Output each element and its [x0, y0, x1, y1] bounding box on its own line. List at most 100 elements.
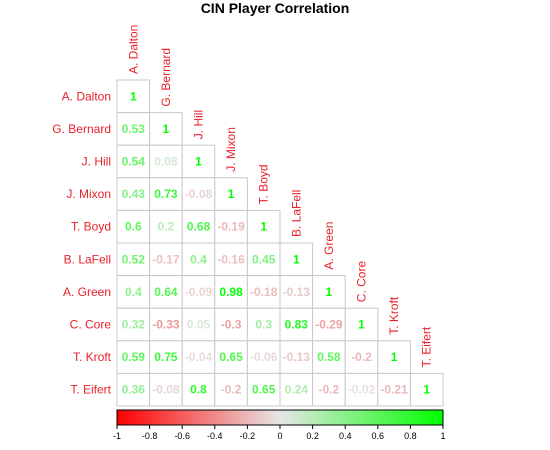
value-t-eifert-t-boyd: 0.65	[252, 383, 276, 397]
colorbar-tick-label: -1	[113, 431, 121, 441]
cell-b-lafell-t-boyd	[246, 242, 281, 277]
value-t-eifert-g-bernard: -0.08	[152, 383, 180, 397]
colorbar-tick-label: 1	[440, 431, 445, 441]
value-t-eifert-j-hill: 0.8	[190, 383, 207, 397]
value-j-hill-a-dalton: 0.54	[122, 155, 146, 169]
col-label-a-dalton: A. Dalton	[126, 25, 140, 74]
cell-a-green-a-dalton	[116, 275, 151, 309]
cell-b-lafell-g-bernard	[149, 242, 183, 277]
value-t-eifert-j-mixon: -0.2	[221, 383, 242, 397]
value-t-boyd-a-dalton: 0.6	[125, 220, 142, 234]
row-label-t-eifert: T. Eifert	[70, 383, 111, 397]
value-a-green-a-dalton: 0.4	[125, 285, 142, 299]
col-label-b-lafell: B. LaFell	[289, 190, 303, 237]
value-b-lafell-g-bernard: -0.17	[152, 252, 180, 266]
value-t-boyd-j-mixon: -0.19	[217, 220, 245, 234]
row-label-g-bernard: G. Bernard	[52, 122, 111, 136]
value-a-green-b-lafell: -0.13	[283, 285, 311, 299]
value-j-mixon-j-mixon: 1	[228, 187, 235, 201]
cell-c-core-a-dalton	[116, 307, 151, 342]
value-b-lafell-j-mixon: -0.16	[217, 252, 245, 266]
cell-j-mixon-g-bernard	[149, 177, 183, 211]
value-b-lafell-a-dalton: 0.52	[122, 252, 146, 266]
value-t-kroft-j-hill: -0.04	[185, 350, 213, 364]
value-j-hill-j-hill: 1	[195, 155, 202, 169]
cell-t-eifert-j-hill	[181, 372, 216, 407]
cell-t-kroft-t-kroft	[377, 340, 411, 374]
colorbar: -1 -0.8 -0.6 -0.4 -0.2 0 0.2 0.4 0.6 0.8 1	[113, 409, 446, 441]
cell-t-eifert-t-boyd	[246, 372, 281, 407]
colorbar-tick-label: 0.8	[404, 431, 417, 441]
value-c-core-t-boyd: 0.3	[255, 318, 272, 332]
col-label-j-hill: J. Hill	[192, 110, 206, 139]
col-label-c-core: C. Core	[355, 261, 369, 303]
cell-t-boyd-j-mixon	[214, 209, 248, 244]
row-label-a-green: A. Green	[63, 285, 111, 299]
value-j-mixon-g-bernard: 0.73	[154, 187, 178, 201]
value-t-boyd-g-bernard: 0.2	[158, 220, 175, 234]
value-t-eifert-a-green: -0.2	[319, 383, 340, 397]
cell-t-eifert-t-kroft	[377, 372, 411, 407]
row-label-t-kroft: T. Kroft	[73, 350, 112, 364]
value-a-green-g-bernard: 0.64	[154, 285, 178, 299]
value-t-kroft-t-kroft: 1	[391, 350, 398, 364]
cell-t-kroft-b-lafell	[279, 340, 314, 374]
row-label-c-core: C. Core	[70, 318, 112, 332]
cell-t-eifert-c-core	[344, 372, 379, 407]
value-t-eifert-t-kroft: -0.21	[380, 383, 408, 397]
value-a-green-t-boyd: -0.18	[250, 285, 278, 299]
col-label-g-bernard: G. Bernard	[159, 48, 173, 107]
cell-c-core-j-hill	[181, 307, 216, 342]
cell-t-boyd-g-bernard	[149, 209, 183, 244]
value-b-lafell-j-hill: 0.4	[190, 252, 207, 266]
value-t-eifert-b-lafell: 0.24	[285, 383, 309, 397]
value-j-mixon-j-hill: -0.08	[185, 187, 213, 201]
cell-b-lafell-j-mixon	[214, 242, 248, 277]
col-label-t-eifert: T. Eifert	[420, 326, 434, 367]
colorbar-tick-label: -0.6	[174, 431, 190, 441]
cell-t-eifert-t-eifert	[409, 372, 444, 407]
value-g-bernard-g-bernard: 1	[163, 122, 170, 136]
value-j-mixon-a-dalton: 0.43	[122, 187, 146, 201]
colorbar-tick-label: 0.6	[372, 431, 385, 441]
value-g-bernard-a-dalton: 0.53	[122, 122, 146, 136]
value-t-kroft-a-dalton: 0.59	[122, 350, 146, 364]
value-a-green-a-green: 1	[326, 285, 333, 299]
cell-c-core-c-core	[344, 307, 379, 342]
colorbar-tick-label: -0.4	[207, 431, 223, 441]
column-labels: A. Dalton G. Bernard J. Hill J. Mixon T. Boy…	[126, 25, 433, 368]
value-t-eifert-a-dalton: 0.36	[122, 383, 146, 397]
value-b-lafell-b-lafell: 1	[293, 252, 300, 266]
value-t-kroft-t-boyd: -0.06	[250, 350, 278, 364]
value-c-core-b-lafell: 0.83	[285, 318, 309, 332]
value-t-kroft-j-mixon: 0.65	[219, 350, 243, 364]
value-c-core-a-green: -0.29	[315, 318, 343, 332]
value-t-eifert-t-eifert: 1	[423, 383, 430, 397]
row-labels: A. Dalton G. Bernard J. Hill J. Mixon T. Boy…	[52, 89, 111, 396]
cell-t-eifert-a-dalton	[116, 372, 151, 407]
row-label-j-hill: J. Hill	[82, 155, 111, 169]
col-label-t-kroft: T. Kroft	[387, 296, 401, 335]
row-label-t-boyd: T. Boyd	[71, 220, 111, 234]
value-j-hill-g-bernard: 0.08	[154, 155, 178, 169]
value-t-kroft-g-bernard: 0.75	[154, 350, 178, 364]
value-c-core-g-bernard: -0.33	[152, 318, 180, 332]
row-label-a-dalton: A. Dalton	[62, 89, 111, 103]
col-label-j-mixon: J. Mixon	[224, 127, 238, 172]
cell-a-green-b-lafell	[279, 275, 314, 309]
cell-a-green-g-bernard	[149, 275, 183, 309]
colorbar-tick-label: -0.2	[240, 431, 256, 441]
colorbar-tick-label: 0.4	[339, 431, 352, 441]
value-t-eifert-c-core: -0.02	[348, 383, 376, 397]
value-a-green-j-mixon: 0.98	[219, 285, 243, 299]
row-label-j-mixon: J. Mixon	[66, 187, 111, 201]
cell-j-hill-j-hill	[181, 144, 216, 179]
colorbar-tick-label: -0.8	[142, 431, 158, 441]
value-t-kroft-c-core: -0.2	[351, 350, 372, 364]
value-c-core-j-mixon: -0.3	[221, 318, 242, 332]
col-label-a-green: A. Green	[322, 222, 336, 270]
cell-t-eifert-j-mixon	[214, 372, 248, 407]
value-t-kroft-b-lafell: -0.13	[283, 350, 311, 364]
cell-b-lafell-b-lafell	[279, 242, 314, 277]
value-c-core-a-dalton: 0.32	[122, 318, 146, 332]
